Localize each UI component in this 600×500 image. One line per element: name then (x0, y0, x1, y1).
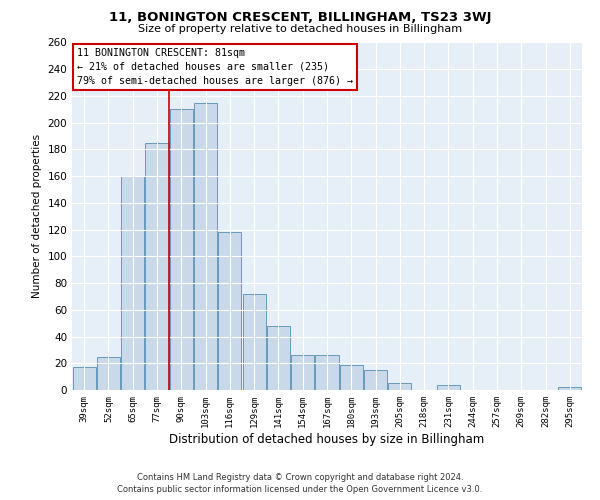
Bar (121, 176, 144, 390)
Y-axis label: Number of detached properties: Number of detached properties (32, 134, 42, 298)
Bar (145, 142, 169, 390)
Text: 11 BONINGTON CRESCENT: 81sqm
← 21% of detached houses are smaller (235)
79% of s: 11 BONINGTON CRESCENT: 81sqm ← 21% of de… (77, 48, 353, 86)
Bar (170, 110, 193, 390)
Bar (340, 364, 363, 390)
Bar (437, 384, 460, 390)
Bar (218, 232, 241, 390)
Bar (364, 370, 387, 390)
Bar (267, 326, 290, 390)
X-axis label: Distribution of detached houses by size in Billingham: Distribution of detached houses by size … (169, 432, 485, 446)
Text: 11, BONINGTON CRESCENT, BILLINGHAM, TS23 3WJ: 11, BONINGTON CRESCENT, BILLINGHAM, TS23… (109, 11, 491, 24)
Bar (291, 355, 314, 390)
Bar (73, 368, 95, 390)
Bar (242, 294, 266, 390)
Text: Contains HM Land Registry data © Crown copyright and database right 2024.
Contai: Contains HM Land Registry data © Crown c… (118, 472, 482, 494)
Bar (388, 384, 412, 390)
Bar (97, 356, 120, 390)
Bar (559, 388, 581, 390)
Bar (316, 355, 338, 390)
Text: Size of property relative to detached houses in Billingham: Size of property relative to detached ho… (138, 24, 462, 34)
Bar (194, 102, 217, 390)
